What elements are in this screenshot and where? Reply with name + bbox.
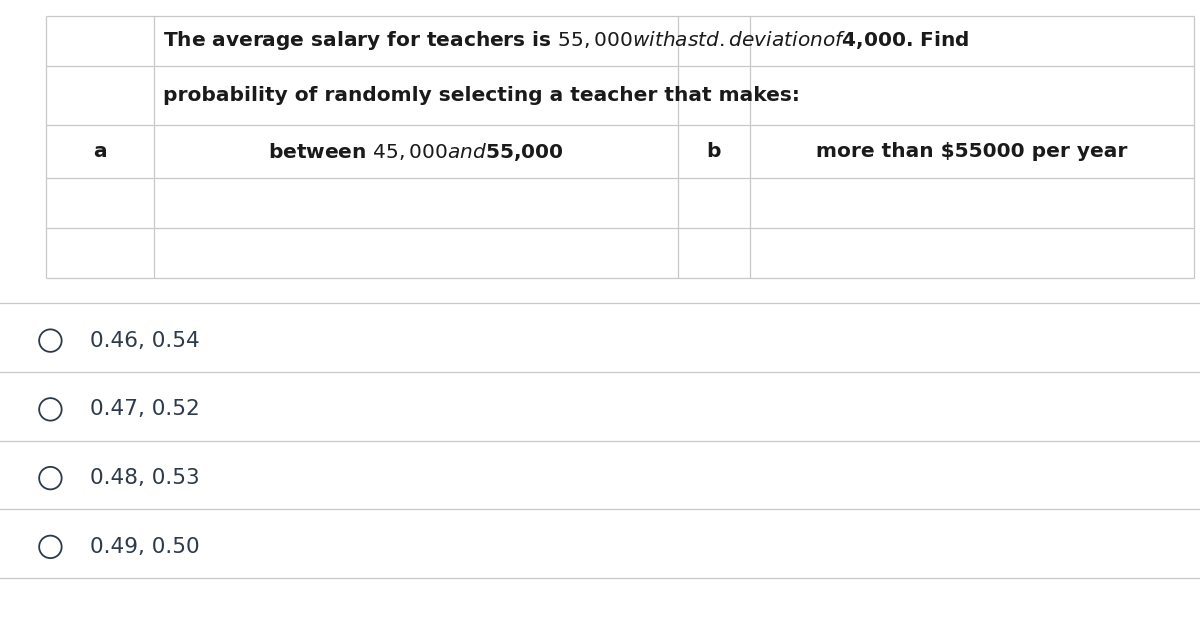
Text: 0.46, 0.54: 0.46, 0.54 (90, 331, 199, 351)
Text: 0.48, 0.53: 0.48, 0.53 (90, 468, 199, 488)
Text: 0.49, 0.50: 0.49, 0.50 (90, 537, 199, 557)
Text: probability of randomly selecting a teacher that makes:: probability of randomly selecting a teac… (163, 86, 800, 105)
Text: a: a (92, 142, 107, 161)
Text: 0.47, 0.52: 0.47, 0.52 (90, 399, 199, 419)
Text: b: b (707, 142, 721, 161)
Text: more than $55000 per year: more than $55000 per year (816, 142, 1128, 161)
Text: between $45,000 and $55,000: between $45,000 and $55,000 (268, 141, 564, 162)
Text: The average salary for teachers is $55,000 with a std. deviation of $4,000. Find: The average salary for teachers is $55,0… (163, 29, 970, 52)
